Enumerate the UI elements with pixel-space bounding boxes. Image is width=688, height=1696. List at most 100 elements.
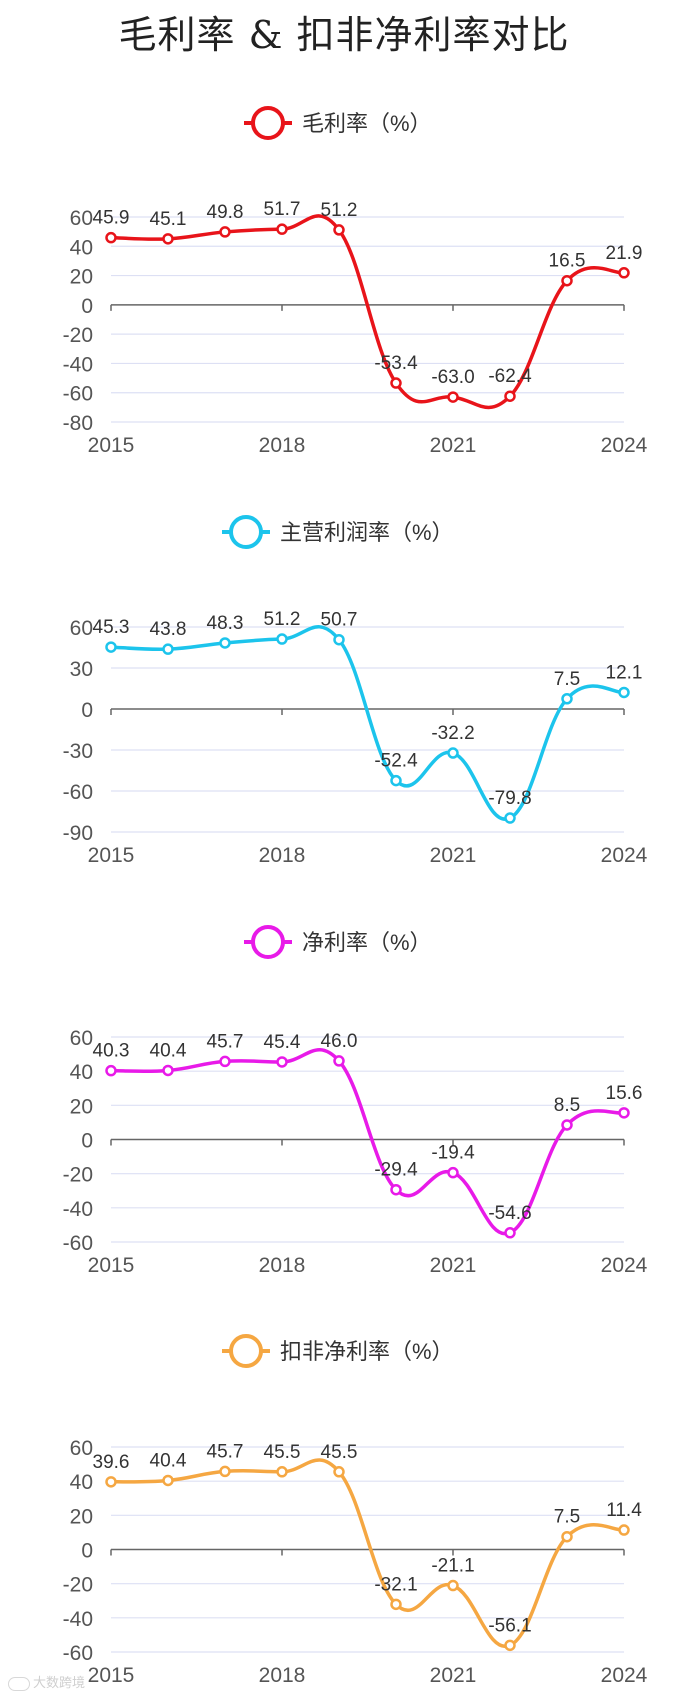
data-label: -53.4 bbox=[374, 353, 418, 374]
series-line bbox=[109, 214, 626, 410]
data-point bbox=[390, 1183, 402, 1196]
x-tick-label: 2018 bbox=[259, 434, 306, 457]
y-tick-label: 40 bbox=[70, 1061, 93, 1084]
data-label: 45.7 bbox=[207, 1441, 244, 1462]
data-label: 40.4 bbox=[150, 1040, 187, 1061]
x-tick-label: 2015 bbox=[88, 434, 135, 457]
data-point bbox=[390, 377, 402, 389]
data-point bbox=[447, 1166, 459, 1179]
data-point bbox=[276, 1056, 288, 1068]
x-tick-label: 2021 bbox=[430, 844, 477, 867]
data-label: 8.5 bbox=[554, 1095, 580, 1116]
data-point bbox=[105, 1476, 117, 1488]
y-tick-label: 40 bbox=[70, 236, 93, 259]
data-label: 48.3 bbox=[207, 613, 244, 634]
series-line bbox=[109, 625, 626, 821]
data-label: 45.1 bbox=[150, 209, 187, 230]
y-tick-label: -60 bbox=[63, 781, 93, 804]
y-tick-label: 0 bbox=[81, 295, 93, 318]
data-label: 11.4 bbox=[606, 1500, 642, 1521]
legend-label: 扣非净利率（%） bbox=[280, 1339, 454, 1364]
data-point bbox=[561, 693, 573, 705]
data-label: 45.4 bbox=[264, 1032, 301, 1053]
y-tick-label: -20 bbox=[63, 1574, 93, 1597]
data-point bbox=[561, 274, 573, 287]
data-label: -32.1 bbox=[374, 1574, 417, 1595]
data-label: -63.0 bbox=[431, 367, 474, 388]
data-point bbox=[219, 1055, 231, 1068]
data-label: 12.1 bbox=[606, 662, 643, 683]
y-tick-label: 0 bbox=[81, 1540, 93, 1563]
data-label: 49.8 bbox=[207, 202, 244, 223]
y-tick-label: -40 bbox=[63, 353, 93, 376]
x-tick-label: 2018 bbox=[259, 1254, 306, 1277]
y-tick-label: 30 bbox=[70, 658, 93, 681]
data-label: 45.5 bbox=[321, 1442, 358, 1463]
x-tick-label: 2021 bbox=[430, 1254, 477, 1277]
data-label: 45.7 bbox=[207, 1031, 244, 1052]
x-tick-label: 2021 bbox=[430, 434, 477, 457]
data-label: 43.8 bbox=[150, 619, 187, 640]
y-tick-label: -20 bbox=[63, 324, 93, 347]
data-label: 50.7 bbox=[321, 610, 358, 631]
data-point bbox=[504, 1227, 516, 1239]
legend-label: 主营利润率（%） bbox=[280, 520, 454, 545]
data-point bbox=[390, 774, 402, 787]
data-point bbox=[105, 231, 117, 244]
data-label: 39.6 bbox=[93, 1452, 130, 1473]
data-label: -54.6 bbox=[488, 1203, 531, 1224]
legend-marker-icon bbox=[251, 925, 285, 959]
data-label: -19.4 bbox=[431, 1143, 475, 1164]
y-tick-label: 60 bbox=[70, 1437, 93, 1460]
y-tick-label: 0 bbox=[81, 699, 93, 722]
data-point bbox=[105, 1064, 117, 1077]
data-point bbox=[276, 633, 288, 645]
series-line bbox=[109, 1048, 626, 1236]
data-point bbox=[162, 643, 174, 655]
data-point bbox=[447, 391, 459, 403]
data-point bbox=[618, 1107, 630, 1119]
y-tick-label: -20 bbox=[63, 1164, 93, 1187]
x-tick-label: 2018 bbox=[259, 1664, 306, 1687]
data-point bbox=[504, 390, 516, 402]
y-tick-label: -60 bbox=[63, 1642, 93, 1665]
data-label: -21.1 bbox=[431, 1556, 474, 1577]
y-tick-label: -40 bbox=[63, 1608, 93, 1631]
data-label: 45.5 bbox=[264, 1442, 301, 1463]
data-label: 45.9 bbox=[93, 208, 130, 229]
data-point bbox=[447, 747, 459, 759]
series-line bbox=[109, 1458, 626, 1649]
data-label: 45.3 bbox=[93, 617, 130, 638]
data-point bbox=[333, 1055, 345, 1067]
data-label: 15.6 bbox=[606, 1083, 643, 1104]
data-label: 21.9 bbox=[606, 243, 643, 264]
data-label: -52.4 bbox=[374, 751, 418, 772]
data-point bbox=[504, 812, 516, 824]
data-label: -62.4 bbox=[488, 366, 532, 387]
y-tick-label: 60 bbox=[70, 207, 93, 230]
x-tick-label: 2015 bbox=[88, 1254, 135, 1277]
x-tick-label: 2018 bbox=[259, 844, 306, 867]
data-point bbox=[333, 633, 345, 646]
x-tick-label: 2024 bbox=[601, 434, 648, 457]
data-point bbox=[219, 1465, 231, 1478]
data-label: 7.5 bbox=[554, 669, 580, 690]
data-label: 46.0 bbox=[321, 1031, 358, 1052]
legend-marker-icon bbox=[251, 106, 285, 140]
y-tick-label: -60 bbox=[63, 1232, 93, 1255]
data-label: 40.4 bbox=[150, 1450, 187, 1471]
y-tick-label: 60 bbox=[70, 617, 93, 640]
data-point bbox=[276, 223, 288, 235]
data-label: 51.2 bbox=[264, 609, 301, 630]
data-point bbox=[162, 1474, 174, 1487]
data-point bbox=[390, 1598, 402, 1611]
data-point bbox=[561, 1119, 573, 1131]
data-point bbox=[105, 641, 117, 653]
legend-marker-icon bbox=[229, 1334, 263, 1368]
x-tick-label: 2024 bbox=[601, 1664, 648, 1687]
data-point bbox=[333, 1466, 345, 1478]
data-point bbox=[618, 686, 630, 699]
x-tick-label: 2015 bbox=[88, 1664, 135, 1687]
data-label: 51.2 bbox=[321, 200, 358, 221]
